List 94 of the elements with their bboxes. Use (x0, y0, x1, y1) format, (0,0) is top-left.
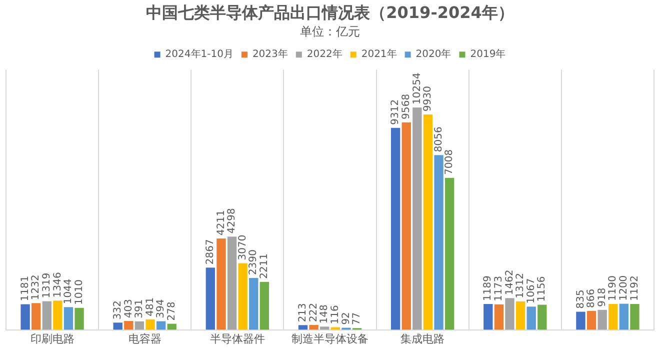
data-label: 866 (586, 288, 598, 308)
data-label: 1232 (30, 274, 42, 300)
legend-label: 2023年 (252, 48, 288, 60)
data-label: 391 (134, 299, 146, 318)
data-label: 213 (298, 303, 309, 322)
data-label: 2867 (205, 239, 216, 265)
data-label: 7008 (444, 149, 456, 175)
chart-subtitle: 单位：亿元 (300, 24, 360, 39)
bar (238, 263, 248, 330)
bar (423, 114, 433, 330)
bar (390, 128, 400, 330)
data-label: 222 (308, 302, 320, 322)
legend-label: 2021年 (361, 48, 397, 60)
bar (124, 321, 134, 330)
data-label: 918 (596, 288, 608, 307)
data-label: 9312 (390, 99, 402, 125)
bar (402, 122, 411, 330)
bar (64, 307, 74, 330)
bar (227, 236, 237, 330)
data-label: 4211 (216, 210, 227, 236)
bar (434, 155, 444, 330)
data-label: 394 (156, 299, 167, 318)
bar (586, 311, 596, 330)
data-label: 1181 (20, 276, 31, 302)
data-label: 1044 (63, 278, 74, 304)
data-label: 1200 (618, 275, 630, 301)
bar (113, 322, 122, 330)
data-label: 77 (352, 312, 363, 326)
bar (298, 325, 308, 330)
bar (412, 107, 422, 330)
data-label: 10254 (412, 72, 423, 104)
bar (576, 312, 586, 330)
bar (505, 298, 514, 330)
data-label: 4298 (226, 208, 238, 234)
data-label: 278 (166, 302, 178, 321)
legend-label: 2020年 (416, 48, 452, 60)
x-tick-label: 制造半导体设备 (292, 332, 368, 346)
bar (156, 321, 166, 330)
legend-label: 2019年 (470, 48, 506, 60)
legend-label: 2022年 (306, 48, 342, 60)
data-label: 9568 (400, 94, 412, 120)
bar (249, 278, 258, 330)
data-label: 1010 (74, 279, 85, 305)
data-label: 1173 (494, 276, 505, 302)
data-label: 2211 (259, 253, 270, 279)
data-label: 1192 (629, 276, 640, 301)
chart-title: 中国七类半导体产品出口情况表（2019-2024年） (146, 2, 514, 22)
data-label: 403 (123, 298, 134, 318)
bar (630, 304, 640, 330)
bar (516, 301, 526, 330)
bar (484, 304, 493, 330)
bar (494, 304, 504, 330)
bar (608, 304, 618, 330)
data-label: 9930 (422, 86, 434, 112)
data-label: 2390 (248, 250, 260, 275)
data-label: 1462 (504, 270, 516, 296)
data-label: 1189 (482, 276, 494, 302)
x-tick-label: 半导体器件 (210, 332, 265, 346)
data-label: 1156 (536, 276, 548, 302)
bar (619, 304, 629, 330)
x-tick-label: 集成电路 (400, 332, 445, 346)
data-label: 1067 (526, 278, 537, 304)
data-label: 1190 (608, 276, 619, 301)
data-label: 481 (144, 297, 156, 316)
data-label: 835 (575, 290, 586, 309)
bar (526, 306, 536, 330)
x-tick-label: 印刷电路 (30, 332, 74, 346)
bar (20, 304, 30, 330)
bar (260, 282, 270, 330)
bar (444, 178, 454, 330)
bar (42, 301, 52, 330)
data-label: 8056 (433, 126, 444, 152)
data-label: 116 (330, 305, 341, 324)
data-label: 1346 (52, 272, 64, 298)
bar (206, 268, 216, 330)
data-label: 332 (112, 300, 124, 320)
bar (320, 326, 330, 330)
bar (216, 238, 226, 330)
data-label: 148 (319, 304, 330, 324)
bar (167, 324, 176, 330)
bar (74, 308, 84, 330)
data-label: 1319 (41, 272, 52, 298)
bar (31, 303, 41, 330)
legend-label: 2024年1-10月 (165, 48, 234, 60)
x-tick-label: 电容器 (128, 332, 162, 346)
data-label: 1312 (515, 272, 526, 298)
bar (53, 300, 62, 330)
bar (309, 324, 318, 330)
data-label: 92 (340, 312, 352, 325)
bar (146, 319, 155, 330)
bar (134, 321, 144, 330)
data-label: 3070 (237, 234, 248, 260)
bar (598, 310, 607, 330)
bar (538, 304, 547, 330)
